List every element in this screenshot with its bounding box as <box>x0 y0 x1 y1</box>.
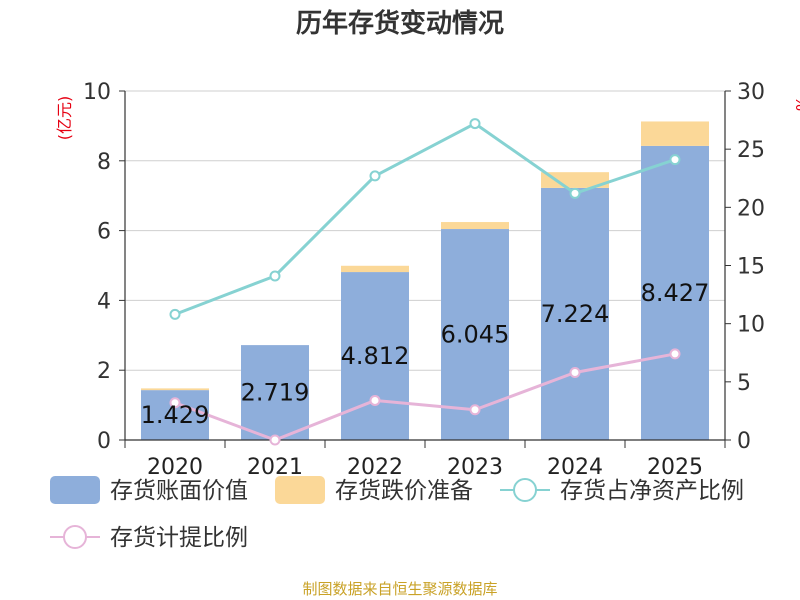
legend-label: 存货跌价准备 <box>335 478 473 504</box>
bar-segment <box>541 187 609 440</box>
legend-label: 存货计提比例 <box>110 525 248 551</box>
legend-swatch <box>50 476 100 504</box>
right-tick-label: 20 <box>737 196 765 221</box>
left-tick-label: 0 <box>97 429 111 454</box>
bar-segment <box>341 265 409 273</box>
right-tick-label: 25 <box>737 138 765 163</box>
bar-data-label: 8.427 <box>641 279 710 307</box>
line-point <box>369 394 381 406</box>
legend-marker <box>513 478 537 502</box>
left-tick-label: 10 <box>83 80 111 105</box>
legend-label: 存货占净资产比例 <box>560 478 744 504</box>
line-point <box>169 308 181 320</box>
source-note: 制图数据来自恒生聚源数据库 <box>302 580 497 598</box>
bar-data-label: 7.224 <box>541 300 610 328</box>
left-tick-label: 2 <box>97 359 111 384</box>
bar-data-label: 4.812 <box>341 342 410 370</box>
left-tick-label: 4 <box>97 289 111 314</box>
bar-segment <box>641 145 709 440</box>
line-point <box>469 404 481 416</box>
legend-label: 存货账面价值 <box>110 478 248 504</box>
line-point <box>269 434 281 446</box>
line-point <box>669 348 681 360</box>
x-tick-label: 2023 <box>447 455 503 480</box>
right-tick-label: 0 <box>737 429 751 454</box>
right-tick-label: 10 <box>737 313 765 338</box>
line-point <box>169 397 181 409</box>
bar-data-label: 6.045 <box>441 321 510 349</box>
bar-segment <box>441 222 509 230</box>
line-point <box>569 367 581 379</box>
left-tick-label: 6 <box>97 220 111 245</box>
line-point <box>269 270 281 282</box>
bar-segment <box>341 272 409 440</box>
line-point <box>569 187 581 199</box>
bar-data-label: 1.429 <box>141 401 210 429</box>
x-tick-label: 2022 <box>347 455 403 480</box>
chart-title: 历年存货变动情况 <box>296 8 504 39</box>
right-tick-label: 30 <box>737 80 765 105</box>
right-axis-unit: % <box>792 96 800 111</box>
right-tick-label: 15 <box>737 255 765 280</box>
line-point <box>669 154 681 166</box>
bar-segment <box>241 345 309 440</box>
series-line <box>174 122 676 316</box>
x-tick-label: 2025 <box>647 455 703 480</box>
left-axis-unit: (亿元) <box>55 96 74 141</box>
bar-data-label: 2.719 <box>241 379 310 407</box>
line-point <box>369 170 381 182</box>
right-tick-label: 5 <box>737 371 751 396</box>
x-tick-label: 2020 <box>147 455 203 480</box>
x-tick-label: 2024 <box>547 455 603 480</box>
left-tick-label: 8 <box>97 150 111 175</box>
series-line <box>174 352 676 442</box>
legend-marker <box>63 525 87 549</box>
bar-segment <box>641 121 709 146</box>
legend-swatch <box>275 476 325 504</box>
bar-segment <box>541 172 609 188</box>
line-point <box>469 118 481 130</box>
x-tick-label: 2021 <box>247 455 303 480</box>
bar-segment <box>141 388 209 391</box>
